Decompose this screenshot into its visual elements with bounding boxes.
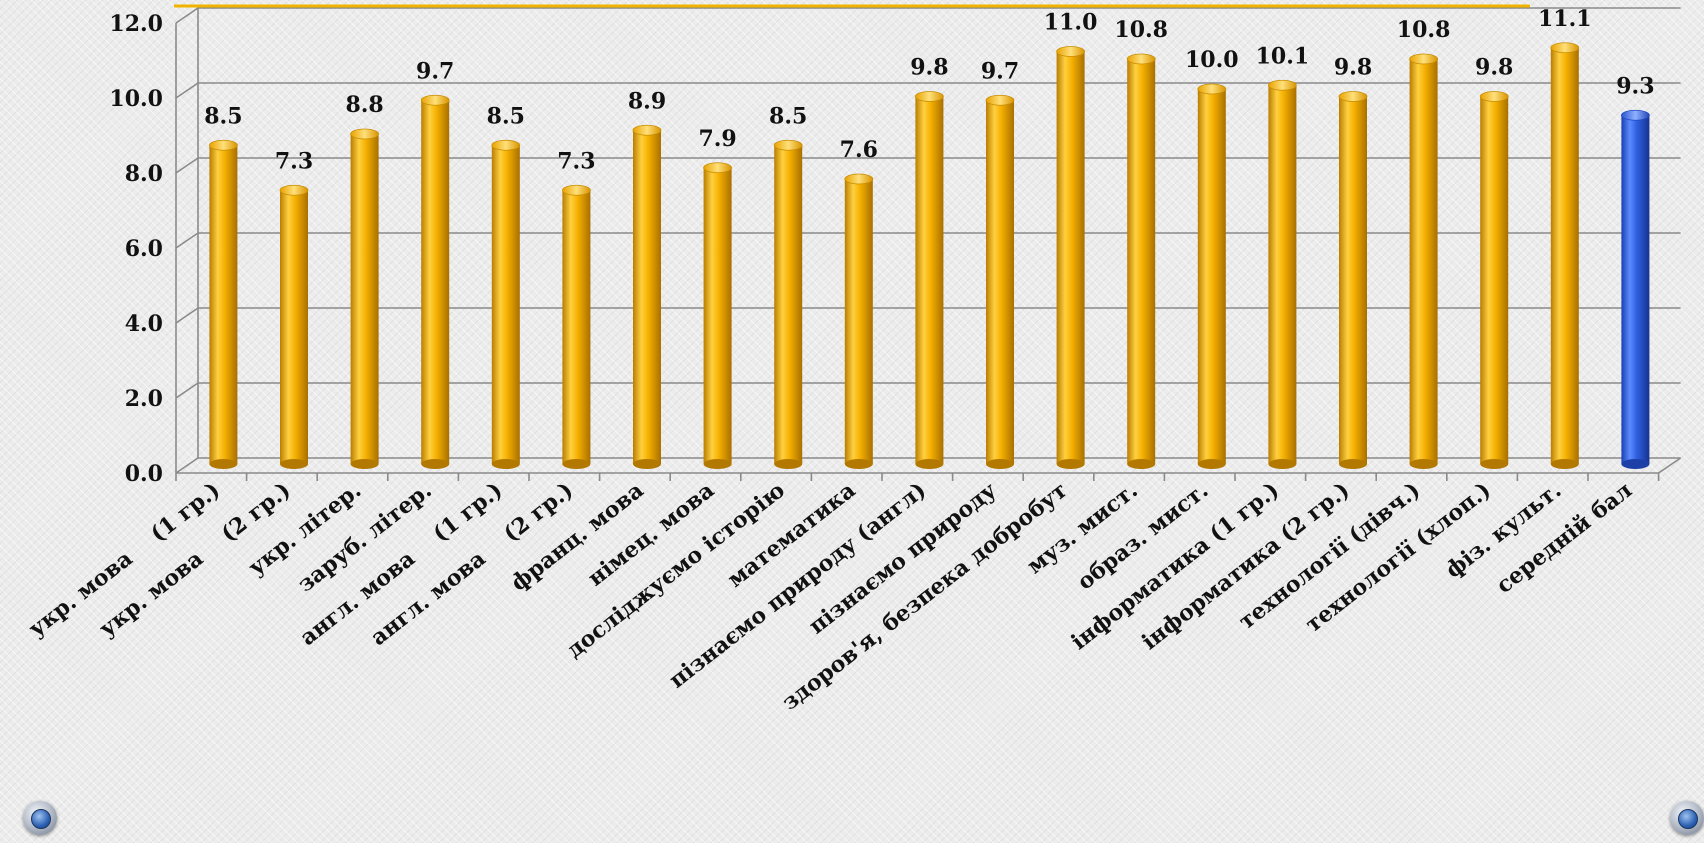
data-label: 10.1: [1256, 43, 1310, 69]
data-label: 8.5: [204, 103, 242, 129]
y-tick-label: 2.0: [125, 386, 163, 412]
bar: [985, 94, 1015, 469]
bar: [632, 124, 662, 469]
data-labels: 8.5 7.3 8.8 9.7 8.5 7.3 8.9 7.9 8.5 7.6 9.8 9.7 11.0…: [204, 6, 1654, 175]
data-label: 7.9: [698, 126, 736, 152]
data-label: 10.0: [1185, 47, 1239, 73]
prev-slide-button[interactable]: [23, 801, 57, 835]
y-axis-tick-labels: 0.0 2.0 4.0 6.0 8.0 10.0 12.0: [109, 11, 163, 487]
bar: [1550, 42, 1580, 469]
y-tick-label: 4.0: [125, 311, 163, 337]
data-label: 10.8: [1114, 17, 1168, 43]
next-slide-button[interactable]: [1670, 801, 1704, 835]
y-tick-label: 8.0: [125, 161, 163, 187]
y-tick-label: 6.0: [125, 236, 163, 262]
bar: [844, 173, 874, 469]
bar: [562, 184, 591, 469]
gridline: [175, 7, 1681, 24]
bar: [1268, 79, 1297, 469]
data-label: 9.7: [416, 58, 454, 84]
y-tick-label: 10.0: [109, 86, 163, 112]
bar: [350, 128, 380, 469]
bars: [208, 42, 1650, 469]
data-label: 9.8: [1475, 55, 1513, 81]
globe-icon: [1678, 809, 1698, 829]
x-axis-floor-edge: [1658, 457, 1682, 474]
bar: [420, 94, 450, 469]
data-label: 10.8: [1397, 17, 1451, 43]
bar: [1056, 46, 1085, 469]
bar: [1126, 53, 1156, 469]
globe-icon: [31, 809, 51, 829]
bar: [773, 139, 803, 469]
y-tick-label: 0.0: [125, 461, 163, 487]
y-tick-label: 12.0: [109, 11, 163, 37]
data-label: 8.5: [487, 103, 525, 129]
data-label: 7.3: [557, 148, 595, 174]
bar: [1338, 91, 1368, 469]
data-label: 11.0: [1044, 10, 1098, 36]
data-label: 8.5: [769, 103, 807, 129]
bar: [279, 184, 309, 469]
axes: [174, 4, 1682, 481]
bar: [491, 139, 521, 469]
data-label: 8.9: [628, 88, 666, 114]
bar: [208, 139, 238, 469]
bar: [1197, 83, 1227, 469]
bar: [703, 162, 732, 469]
plot-area: 0.0 2.0 4.0 6.0 8.0 10.0 12.0 8.5 7.3 8.8 9.7 8.5 7…: [24, 4, 1682, 716]
bar: [1479, 91, 1509, 469]
bar: [1409, 53, 1438, 469]
data-label: 9.8: [1334, 55, 1372, 81]
data-label: 7.6: [840, 137, 878, 163]
data-label: 9.8: [910, 55, 948, 81]
x-tick-label: пізнаємо природу (англ): [664, 477, 931, 693]
data-label: 9.3: [1616, 73, 1654, 99]
bar: [1621, 109, 1650, 469]
data-label: 7.3: [275, 148, 313, 174]
data-label: 8.8: [345, 92, 383, 118]
bar: [915, 91, 944, 469]
data-label: 11.1: [1538, 6, 1592, 32]
data-label: 9.7: [981, 58, 1019, 84]
x-axis-tick-labels: укр. мова (1 гр.)укр. мова (2 гр.)укр. л…: [24, 477, 1637, 715]
